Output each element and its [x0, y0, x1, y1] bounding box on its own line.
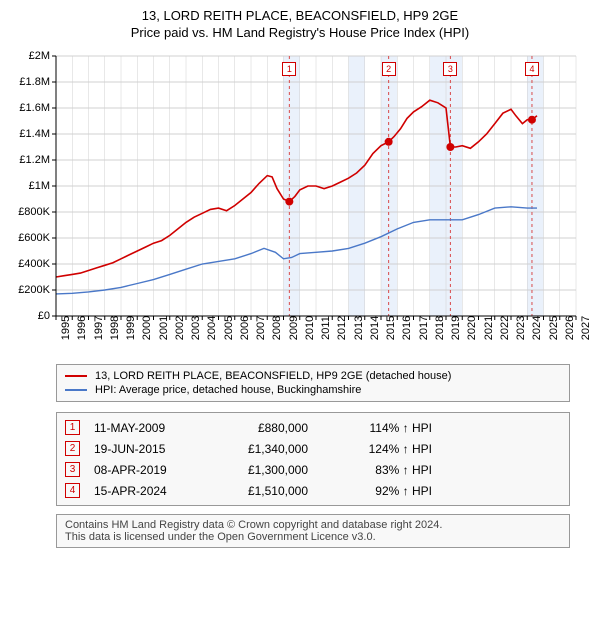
x-tick-label: 2027 [580, 316, 592, 340]
x-tick-label: 1995 [60, 316, 72, 340]
x-tick-label: 2015 [385, 316, 397, 340]
x-tick-label: 2018 [434, 316, 446, 340]
x-tick-label: 2005 [223, 316, 235, 340]
table-row: 3 08-APR-2019 £1,300,000 83% ↑ HPI [65, 459, 561, 480]
table-row: 1 11-MAY-2009 £880,000 114% ↑ HPI [65, 417, 561, 438]
row-marker: 1 [65, 420, 80, 435]
row-price: £1,340,000 [218, 442, 308, 456]
y-tick-label: £1.2M [19, 154, 50, 166]
x-tick-label: 2014 [369, 316, 381, 340]
x-tick-label: 2000 [141, 316, 153, 340]
row-price: £1,510,000 [218, 484, 308, 498]
x-tick-label: 2006 [239, 316, 251, 340]
table-row: 4 15-APR-2024 £1,510,000 92% ↑ HPI [65, 480, 561, 501]
chart-title: 13, LORD REITH PLACE, BEACONSFIELD, HP9 … [10, 8, 590, 23]
x-tick-label: 1998 [109, 316, 121, 340]
footer-line-2: This data is licensed under the Open Gov… [65, 531, 561, 543]
x-tick-label: 2013 [353, 316, 365, 340]
x-tick-label: 2020 [466, 316, 478, 340]
row-marker: 4 [65, 483, 80, 498]
x-tick-label: 2009 [288, 316, 300, 340]
y-tick-label: £200K [18, 284, 50, 296]
x-tick-label: 2026 [564, 316, 576, 340]
x-tick-label: 2012 [336, 316, 348, 340]
x-tick-label: 1999 [125, 316, 137, 340]
legend-label: 13, LORD REITH PLACE, BEACONSFIELD, HP9 … [95, 370, 451, 382]
y-tick-label: £0 [38, 310, 50, 322]
x-tick-label: 2017 [418, 316, 430, 340]
row-marker: 3 [65, 462, 80, 477]
title-block: 13, LORD REITH PLACE, BEACONSFIELD, HP9 … [10, 8, 590, 40]
x-tick-label: 2003 [190, 316, 202, 340]
row-marker: 2 [65, 441, 80, 456]
y-tick-label: £600K [18, 232, 50, 244]
x-tick-label: 2002 [174, 316, 186, 340]
row-price: £880,000 [218, 421, 308, 435]
sale-marker: 1 [282, 62, 296, 76]
y-tick-label: £400K [18, 258, 50, 270]
row-date: 15-APR-2024 [94, 484, 204, 498]
sale-marker: 3 [443, 62, 457, 76]
x-tick-label: 2021 [483, 316, 495, 340]
x-tick-label: 2010 [304, 316, 316, 340]
y-tick-label: £1.4M [19, 128, 50, 140]
row-pct: 124% ↑ HPI [322, 442, 432, 456]
chart-svg [10, 48, 590, 358]
row-date: 08-APR-2019 [94, 463, 204, 477]
chart-subtitle: Price paid vs. HM Land Registry's House … [10, 25, 590, 40]
x-tick-label: 2004 [206, 316, 218, 340]
x-tick-label: 2007 [255, 316, 267, 340]
x-tick-label: 2008 [271, 316, 283, 340]
chart-area: £0 £200K £400K £600K £800K £1M £1.2M £1.4M £1.6M… [10, 48, 590, 358]
legend-swatch [65, 389, 87, 391]
sale-marker: 2 [382, 62, 396, 76]
row-pct: 92% ↑ HPI [322, 484, 432, 498]
row-date: 19-JUN-2015 [94, 442, 204, 456]
legend: 13, LORD REITH PLACE, BEACONSFIELD, HP9 … [56, 364, 570, 402]
row-date: 11-MAY-2009 [94, 421, 204, 435]
legend-row: 13, LORD REITH PLACE, BEACONSFIELD, HP9 … [65, 369, 561, 383]
chart-container: 13, LORD REITH PLACE, BEACONSFIELD, HP9 … [0, 0, 600, 620]
x-tick-label: 2024 [531, 316, 543, 340]
row-pct: 114% ↑ HPI [322, 421, 432, 435]
x-tick-label: 2016 [401, 316, 413, 340]
y-tick-label: £2M [29, 50, 50, 62]
row-price: £1,300,000 [218, 463, 308, 477]
x-tick-label: 2011 [320, 316, 332, 340]
x-tick-label: 1997 [93, 316, 105, 340]
sales-table: 1 11-MAY-2009 £880,000 114% ↑ HPI 2 19-JUN-20… [56, 412, 570, 506]
x-tick-label: 2001 [158, 316, 170, 340]
sale-marker: 4 [525, 62, 539, 76]
x-tick-label: 2019 [450, 316, 462, 340]
footer-line-1: Contains HM Land Registry data © Crown c… [65, 519, 561, 531]
x-tick-label: 2022 [499, 316, 511, 340]
table-row: 2 19-JUN-2015 £1,340,000 124% ↑ HPI [65, 438, 561, 459]
x-tick-label: 2023 [515, 316, 527, 340]
y-tick-label: £800K [18, 206, 50, 218]
y-tick-label: £1.8M [19, 76, 50, 88]
legend-swatch [65, 375, 87, 377]
legend-label: HPI: Average price, detached house, Buck… [95, 384, 361, 396]
legend-row: HPI: Average price, detached house, Buck… [65, 383, 561, 397]
y-tick-label: £1.6M [19, 102, 50, 114]
x-tick-label: 2025 [548, 316, 560, 340]
footer: Contains HM Land Registry data © Crown c… [56, 514, 570, 548]
x-tick-label: 1996 [76, 316, 88, 340]
row-pct: 83% ↑ HPI [322, 463, 432, 477]
y-tick-label: £1M [29, 180, 50, 192]
